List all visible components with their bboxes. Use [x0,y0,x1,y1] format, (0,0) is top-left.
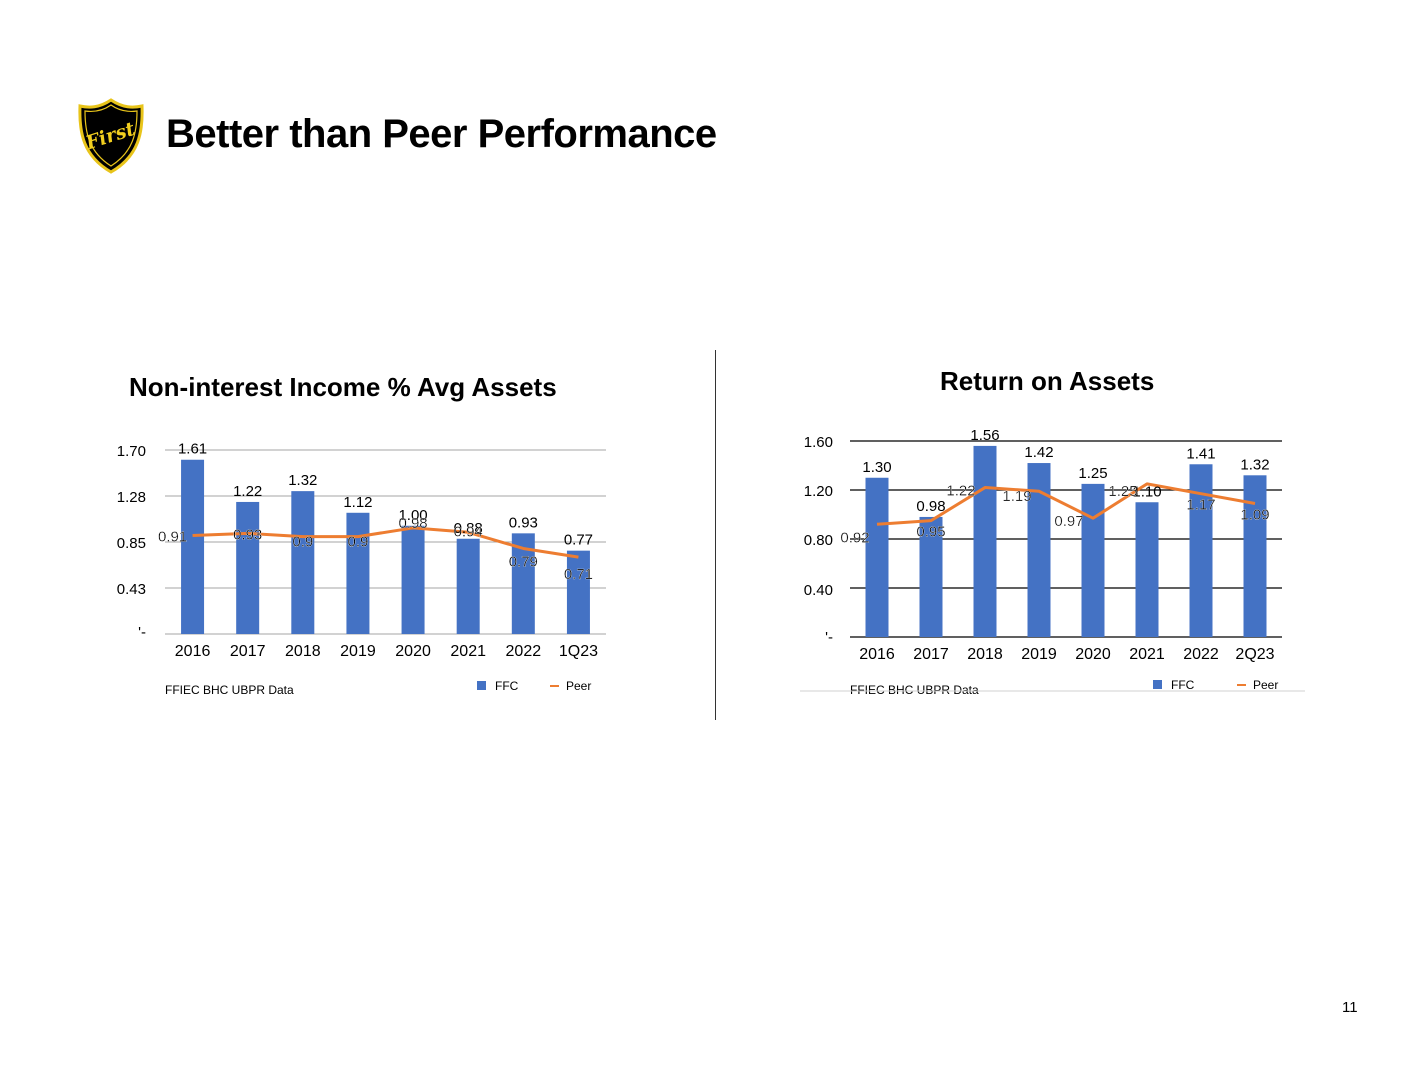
roa-bar-label: 1.42 [1024,444,1053,461]
roa-bar-ffc-2016 [865,477,889,637]
nii-legend-ffc-label: FFC [495,679,519,693]
nii-line-peer [192,526,579,559]
roa-legend-ffc-label: FFC [1171,678,1195,692]
nii-x-tick-label: 2022 [506,643,542,660]
roa-bar-ffc-2018 [973,445,997,637]
roa-bar-label: 1.56 [970,427,999,444]
nii-x-tick-label: 2017 [230,643,266,660]
nii-x-tick-label: 2018 [285,643,321,660]
nii-bar-label: 1.61 [178,441,207,458]
nii-bar-ffc-2018 [291,491,315,634]
nii-x-tick-label: 2019 [340,643,376,660]
nii-bar-label: 0.77 [564,532,593,549]
roa-peer-label: 0.97 [1054,513,1083,530]
nii-x-tick-label: 1Q23 [559,643,598,660]
nii-bar-label: 0.93 [509,514,538,531]
chart-title-noninterest-income: Non-interest Income % Avg Assets [129,372,557,402]
roa-y-tick-label: 1.20 [804,483,833,500]
company-logo: First [78,98,144,174]
nii-bar-ffc-2021 [456,538,480,634]
nii-y-tick-label: 1.70 [117,443,146,460]
nii-peer-label: 0.98 [398,515,427,532]
nii-y-tick-label: '- [138,624,146,641]
roa-peer-label: 1.19 [1002,488,1031,505]
roa-bar-ffc-2017 [919,516,943,637]
roa-legend-peer-label: Peer [1253,678,1278,692]
roa-peer-label: 1.25 [1108,483,1137,500]
nii-peer-label: 0.9 [292,534,313,551]
nii-x-tick-label: 2020 [395,643,431,660]
nii-peer-label: 0.94 [454,523,483,540]
nii-y-tick-label: 0.85 [117,535,146,552]
nii-bar-ffc-1Q23 [566,550,590,634]
chart-divider [715,350,716,720]
nii-peer-label: 0.93 [233,526,262,543]
roa-x-tick-label: 2021 [1129,646,1165,663]
nii-y-tick-label: 1.28 [117,489,146,506]
roa-peer-label: 1.22 [946,483,975,500]
roa-x-tick-label: 2017 [913,646,949,663]
nii-source-note: FFIEC BHC UBPR Data [165,683,294,697]
chart-title-return-on-assets: Return on Assets [940,366,1155,396]
roa-x-tick-label: 2022 [1183,646,1219,663]
page-number: 11 [1342,999,1358,1016]
nii-peer-label: 0.71 [564,566,593,583]
nii-bar-label: 0.88 [454,520,483,537]
roa-y-tick-label: 0.40 [804,582,833,599]
roa-bar-label: 1.41 [1186,445,1215,462]
roa-bar-ffc-2Q23 [1243,475,1267,637]
roa-bar-label: 1.10 [1132,483,1161,500]
roa-legend-ffc-swatch [1153,680,1162,689]
roa-x-tick-label: 2Q23 [1235,646,1274,663]
roa-y-tick-label: '- [825,629,833,646]
roa-y-tick-label: 0.80 [804,532,833,549]
nii-peer-label: 0.9 [348,534,369,551]
nii-bar-label: 1.32 [288,472,317,489]
nii-peer-label: 0.91 [158,529,187,546]
roa-x-tick-label: 2019 [1021,646,1057,663]
roa-bar-ffc-2019 [1027,463,1051,637]
roa-x-tick-label: 2018 [967,646,1003,663]
roa-bar-label: 0.98 [916,498,945,515]
nii-legend-peer-label: Peer [566,679,591,693]
roa-y-tick-label: 1.60 [804,434,833,451]
roa-bar-label: 1.25 [1078,465,1107,482]
roa-line-peer [876,482,1256,526]
roa-bar-ffc-2022 [1189,464,1213,637]
nii-x-tick-label: 2016 [175,643,211,660]
roa-bar-ffc-2021 [1135,502,1159,637]
nii-bar-ffc-2020 [401,525,425,634]
roa-peer-label: 0.92 [840,529,869,546]
nii-bar-label: 1.00 [398,507,427,524]
nii-bar-label: 1.12 [343,494,372,511]
nii-legend-ffc-swatch [477,681,486,690]
nii-x-tick-label: 2021 [450,643,486,660]
roa-x-tick-label: 2020 [1075,646,1111,663]
roa-peer-label: 1.09 [1240,506,1269,523]
nii-bar-ffc-2019 [346,512,370,634]
nii-peer-label: 0.79 [509,553,538,570]
nii-bar-ffc-2017 [236,501,260,634]
roa-source-note: FFIEC BHC UBPR Data [850,683,979,697]
roa-bar-label: 1.30 [862,459,891,476]
nii-bar-ffc-2016 [181,459,205,634]
roa-peer-label: 0.95 [916,524,945,541]
nii-bar-ffc-2022 [511,533,535,634]
roa-peer-label: 1.17 [1186,497,1215,514]
nii-bar-label: 1.22 [233,483,262,500]
page-title: Better than Peer Performance [166,112,717,156]
roa-x-tick-label: 2016 [859,646,895,663]
roa-bar-label: 1.32 [1240,456,1269,473]
nii-y-tick-label: 0.43 [117,581,146,598]
roa-bar-ffc-2020 [1081,483,1105,637]
